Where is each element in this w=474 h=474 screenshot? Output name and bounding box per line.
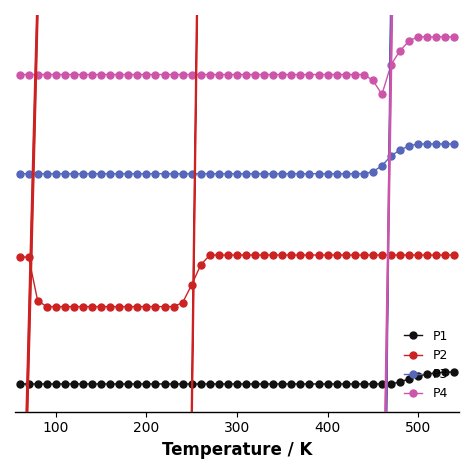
X-axis label: Temperature / K: Temperature / K [162,441,312,459]
Legend: P1, P2, P3, P4: P1, P2, P3, P4 [399,325,453,405]
